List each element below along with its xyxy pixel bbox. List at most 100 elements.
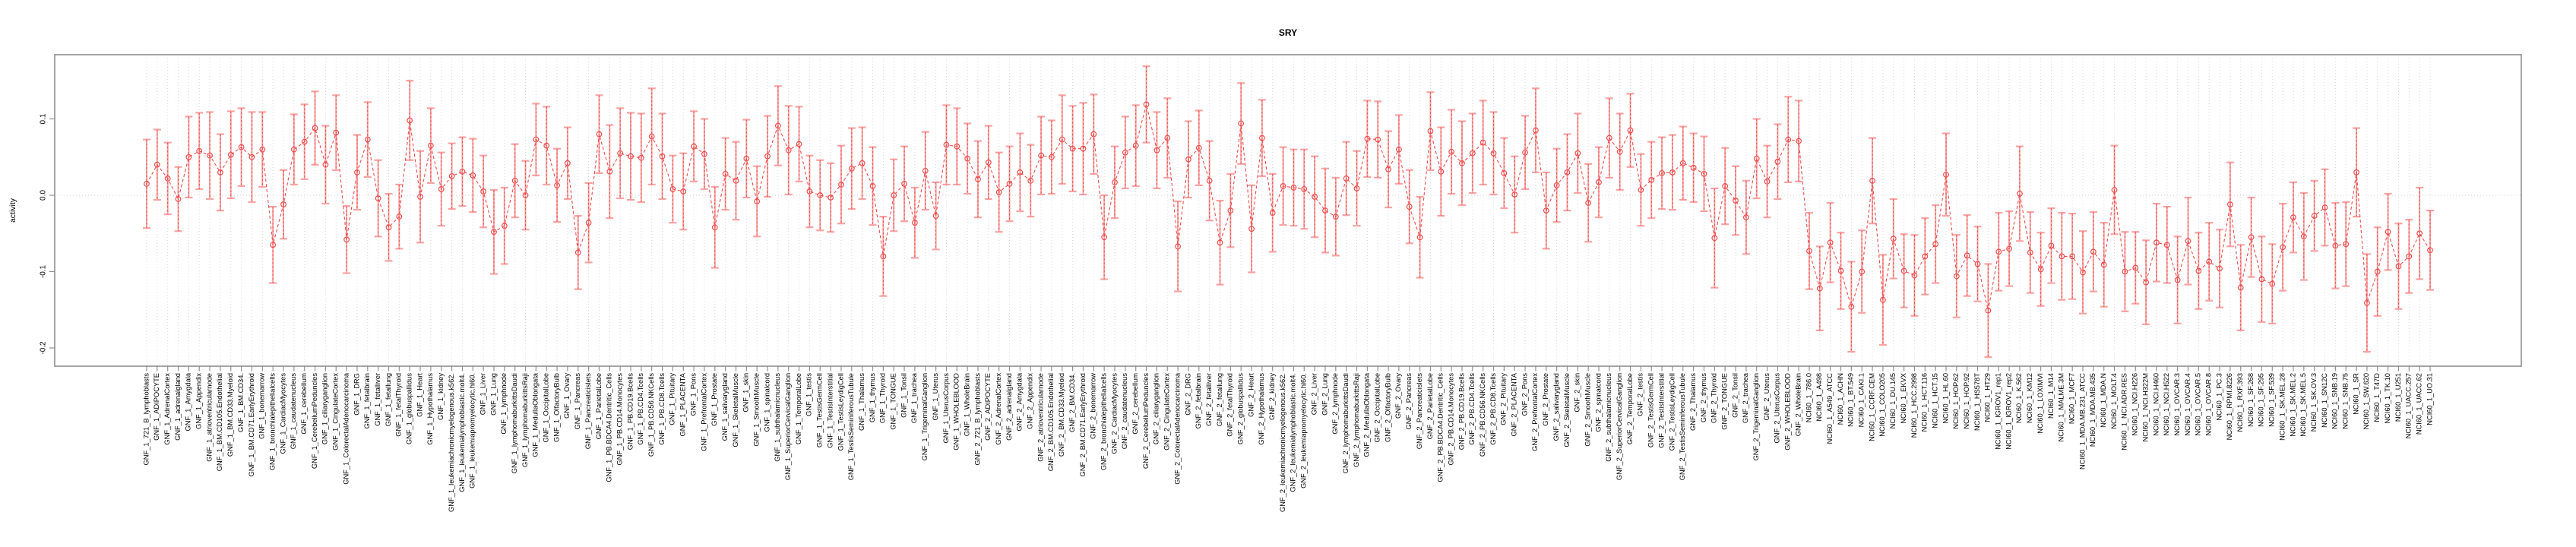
data-point-marker [1301,186,1308,192]
data-point-marker [1522,149,1528,156]
x-tick-label: NCI60_1_MCF7 [2068,373,2075,424]
data-point-marker [2163,242,2170,248]
x-tick-label: NCI60_1_RXF.393 [2236,373,2244,432]
x-tick-label: GNF_2_BM.CD71.EarlyErythroid [1079,373,1087,476]
x-tick-label: GNF_1_leukemiapromyelocytic.hl60. [469,373,476,489]
x-tick-label: GNF_2_ColorectalAdenocarcinoma [1173,372,1181,485]
x-tick-label: GNF_2_bronchialepithelialcells [1100,373,1107,471]
x-tick-label: GNF_2_TrigeminalGanglion [1752,373,1760,460]
x-tick-label: GNF_2_PB.BDCA4.Dentritic_Cells [1437,373,1445,482]
x-tick-label: NCI60_1_SF.268 [2247,373,2255,427]
data-point-marker [301,138,308,145]
x-tick-label: GNF_2_Lung [1321,373,1328,416]
x-tick-label: GNF_2_bonemarrow [1090,373,1097,439]
data-point-marker [1206,178,1213,184]
data-point-marker [859,160,866,166]
data-point-marker [459,168,466,175]
x-tick-label: GNF_2_Pituitary [1500,373,1508,425]
x-tick-label: GNF_2_WHOLEBLOOD [1784,373,1792,451]
x-tick-label: GNF_1_leukemialymphoblastic.molt4. [458,373,466,492]
x-tick-label: NCI60_1_MDA.N [2100,373,2107,428]
x-tick-label: GNF_1_OccipitalLobe [543,373,550,442]
x-tick-label: NCI60_1_NCI.H226 [2131,373,2139,436]
data-point-marker [1154,147,1160,153]
data-point-marker [1616,148,1623,155]
data-point-marker [1049,153,1055,160]
data-point-marker [1427,128,1434,134]
x-tick-label: GNF_2_Prostate [1542,373,1549,426]
data-point-marker [333,129,340,136]
data-point-marker [1385,166,1391,172]
data-point-marker [1132,142,1139,149]
data-point-marker [2385,229,2391,236]
x-tick-label: GNF_1_Ovary [563,373,571,419]
data-point-marker [785,147,792,153]
data-point-marker [470,172,476,179]
x-tick-label: NCI60_1_RPMI.8226 [2226,373,2233,440]
x-tick-label: GNF_2_caudatenucleus [1121,373,1128,450]
x-tick-label: GNF_2_OlfactoryBulb [1384,373,1391,442]
data-point-marker [1195,144,1202,151]
x-tick-label: GNF_1_ColorectalAdenocarcinoma [342,372,350,485]
x-tick-label: GNF_2_trachea [1742,372,1749,423]
data-point-marker [1900,267,1907,274]
data-point-marker [1943,171,1949,178]
x-tick-label: GNF_1_CerebellumPeduncles [311,373,318,469]
x-tick-label: GNF_1_BM.CD105.Endothelial [216,373,223,471]
data-point-marker [1332,213,1339,220]
data-point-marker [1248,226,1255,232]
x-tick-label: GNF_1_BM.CD34. [237,373,245,432]
x-tick-label: GNF_2_Thyroid [1710,373,1718,423]
x-tick-label: NCI60_1_OVCAR.8 [2205,373,2213,436]
x-tick-label: NCI60_1_IGROV1_rep2 [2005,373,2012,450]
data-point-marker [375,195,381,201]
x-tick-label: GNF_2_lymphomaburkittsDaudi [1342,373,1350,473]
x-tick-label: NCI60_1_NCI.ADR.RES [2121,373,2128,451]
data-point-marker [1974,261,1981,267]
data-point-marker [1217,239,1223,246]
data-point-marker [1396,146,1402,153]
x-tick-label: NCI60_1_MDA.MB.435 [2089,373,2097,447]
x-tick-label: GNF_2_atrioventricularnode [1036,373,1044,462]
x-tick-label: GNF_1_BM.CD71.EarlyErythroid [248,373,255,476]
data-point-marker [1995,248,2002,255]
x-tick-label: GNF_2_fetalThyroid [1226,373,1234,437]
x-tick-label: GNF_1_ADIPOCYTE [153,373,160,441]
data-point-marker [1574,150,1581,157]
x-tick-label: NCI60_1_SK.MEL.5 [2299,373,2307,437]
data-point-marker [2280,244,2286,251]
x-tick-label: GNF_2_kidney [1268,373,1276,420]
data-point-marker [2027,249,2033,256]
x-tick-label: GNF_1_fetalThyroid [395,373,403,437]
x-tick-label: GNF_1_CardiacMyocytes [279,373,286,454]
data-point-marker [922,167,929,174]
data-point-marker [417,194,423,200]
x-tick-label: GNF_2_CerebellumPeduncles [1142,373,1150,469]
data-point-marker [606,168,613,175]
x-tick-label: NCI60_1_HOP.92 [1963,373,1970,429]
data-point-marker [754,198,761,204]
x-tick-label: GNF_2_Pons [1521,373,1528,416]
x-tick-label: GNF_2_OccipitalLobe [1374,373,1381,442]
data-point-marker [2122,268,2128,275]
data-point-marker [985,159,992,166]
data-point-marker [364,136,371,143]
x-tick-label: GNF_1_Thyroid [879,373,887,423]
x-tick-label: GNF_1_lymphomaburkittsRaji [521,373,529,467]
data-point-marker [617,150,624,157]
data-point-marker [1258,134,1265,141]
x-tick-label: GNF_2_SkeletalMuscle [1563,373,1571,447]
data-point-marker [1890,236,1897,242]
x-tick-label: NCI60_1_CAKI.1 [1858,373,1866,427]
x-tick-label: GNF_1_Uterus [932,373,939,421]
x-tick-label: GNF_2_testis [1637,373,1644,416]
data-point-marker [1416,234,1423,241]
data-point-marker [1964,252,1970,259]
data-point-marker [638,154,644,161]
x-tick-label: GNF_2_DRG [1184,373,1191,416]
data-point-marker [764,153,771,160]
data-point-marker [1143,101,1150,108]
x-tick-label: GNF_1_Appendix [195,373,203,429]
data-point-marker [2006,245,2012,252]
data-point-marker [1101,234,1108,241]
